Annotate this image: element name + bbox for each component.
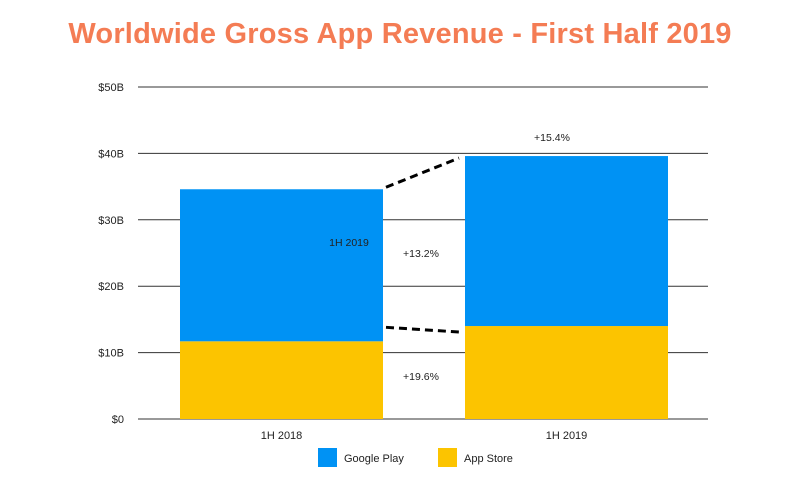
bar-app-store: [465, 326, 668, 419]
y-tick-label: $30B: [98, 215, 124, 227]
x-category-label: 1H 2019: [546, 430, 588, 442]
y-tick-label: $10B: [98, 348, 124, 360]
y-tick-label: $50B: [98, 82, 124, 94]
bar-google-play: [180, 189, 383, 342]
growth-connector-line: [385, 156, 460, 189]
bar-app-store: [180, 341, 383, 419]
annotation-label: 1H 2019: [329, 237, 369, 249]
bar-google-play: [465, 156, 668, 327]
legend-label: App Store: [464, 453, 513, 465]
chart-title: Worldwide Gross App Revenue - First Half…: [68, 18, 732, 50]
annotation-label: +13.2%: [403, 248, 439, 260]
growth-connector-line: [385, 325, 460, 334]
annotation-label: +19.6%: [403, 371, 439, 383]
x-category-label: 1H 2018: [261, 430, 303, 442]
legend-swatch: [438, 448, 457, 467]
legend-swatch: [318, 448, 337, 467]
y-tick-label: $40B: [98, 148, 124, 160]
legend-label: Google Play: [344, 453, 404, 465]
annotation-label: +15.4%: [534, 132, 570, 144]
y-tick-label: $0: [112, 414, 124, 426]
y-tick-label: $20B: [98, 281, 124, 293]
